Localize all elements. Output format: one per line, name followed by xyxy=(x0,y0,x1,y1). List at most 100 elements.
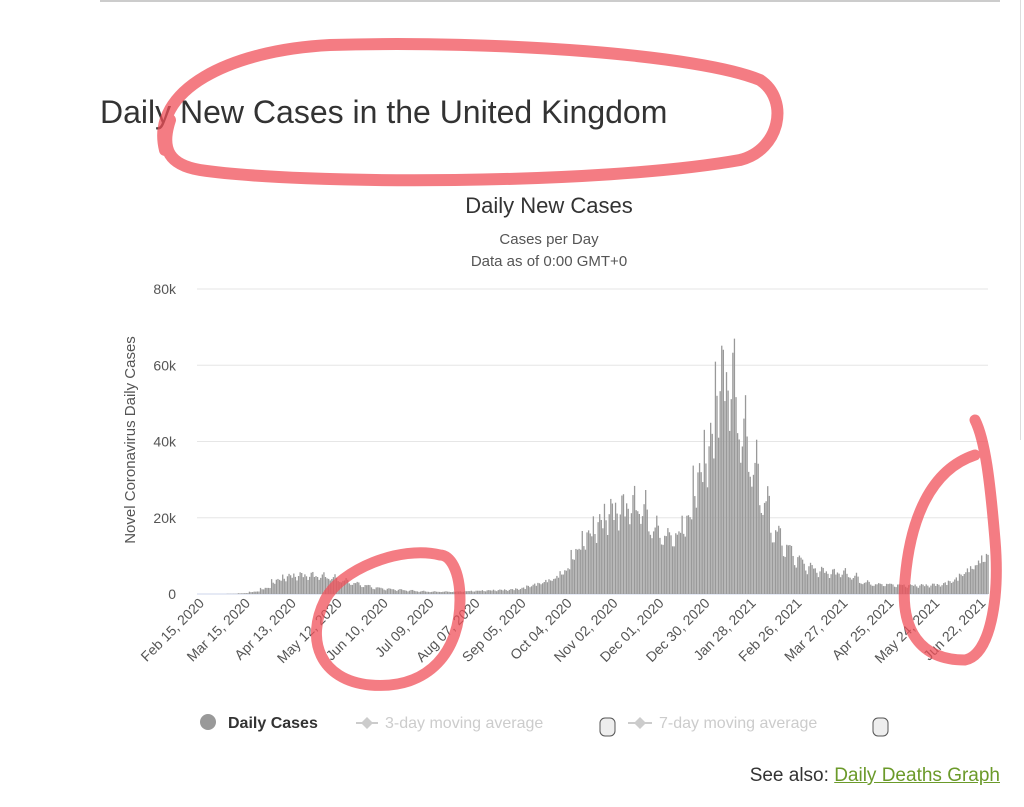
bar xyxy=(681,515,683,594)
annotation-circle-summer xyxy=(311,547,466,691)
bar xyxy=(627,508,629,594)
bar xyxy=(421,590,423,594)
bar xyxy=(608,514,610,594)
legend-checkbox-3-day[interactable] xyxy=(599,717,616,737)
bar xyxy=(510,589,512,594)
bar xyxy=(502,590,504,594)
bar xyxy=(943,583,945,594)
bar xyxy=(893,586,896,594)
bar xyxy=(679,532,682,594)
bar xyxy=(787,545,789,594)
chart-title: Daily New Cases xyxy=(465,193,633,218)
bar xyxy=(855,572,858,594)
bar xyxy=(492,589,495,594)
bar xyxy=(950,582,953,594)
annotation-circle-june-2021 xyxy=(898,414,1002,666)
bar xyxy=(473,591,476,594)
bar xyxy=(396,590,398,594)
bar xyxy=(982,561,984,594)
bar xyxy=(347,579,349,594)
bar xyxy=(356,581,358,594)
legend-item-daily-cases[interactable]: Daily Cases xyxy=(200,714,318,732)
bar xyxy=(684,536,686,594)
bar xyxy=(763,502,766,594)
bar xyxy=(732,352,734,594)
bar xyxy=(846,573,848,594)
bar xyxy=(427,591,430,594)
bar xyxy=(584,549,587,594)
bar xyxy=(803,563,805,594)
bar xyxy=(813,568,815,594)
bar xyxy=(668,532,671,594)
bar xyxy=(282,574,284,594)
legend-item-3-day-average[interactable]: 3-day moving average xyxy=(356,715,543,732)
bar xyxy=(955,577,957,594)
legend-checkbox-7-day[interactable] xyxy=(872,717,889,737)
bar xyxy=(591,536,593,594)
bar xyxy=(446,591,449,594)
bar xyxy=(819,571,821,594)
bar xyxy=(641,516,644,594)
bar xyxy=(909,584,912,594)
bar xyxy=(258,591,260,594)
bar xyxy=(716,395,718,594)
bar xyxy=(553,578,555,594)
bar xyxy=(453,591,455,594)
y-axis-title: Novel Coronavirus Daily Cases xyxy=(122,336,139,544)
bar xyxy=(912,585,915,594)
bar xyxy=(832,569,834,594)
bar xyxy=(305,576,308,594)
y-tick-label: 0 xyxy=(168,586,176,602)
bar xyxy=(775,530,777,594)
bar xyxy=(738,439,740,594)
bar xyxy=(798,555,801,594)
bar xyxy=(248,591,251,594)
bar xyxy=(364,585,366,594)
bar xyxy=(687,515,690,594)
bar xyxy=(801,559,804,594)
bar xyxy=(377,587,379,594)
bar xyxy=(977,560,980,594)
bar xyxy=(748,471,750,594)
bar xyxy=(296,580,298,594)
bar xyxy=(816,572,818,594)
bar xyxy=(389,588,392,594)
bar xyxy=(765,501,767,594)
bar xyxy=(361,587,363,594)
bar xyxy=(697,472,699,594)
daily-deaths-graph-link[interactable]: Daily Deaths Graph xyxy=(834,765,1000,786)
bar xyxy=(440,592,442,594)
bar xyxy=(895,587,897,594)
bar xyxy=(651,538,653,594)
legend-item-7-day-average[interactable]: 7-day moving average xyxy=(628,715,817,732)
bar xyxy=(310,572,312,594)
bar xyxy=(522,587,525,594)
bar xyxy=(941,585,943,594)
bar xyxy=(600,519,602,594)
bar xyxy=(263,589,265,594)
bar xyxy=(733,338,736,594)
bar xyxy=(572,559,574,594)
bar xyxy=(548,579,550,594)
bar xyxy=(755,439,758,594)
bar xyxy=(496,591,498,594)
bar xyxy=(806,574,808,594)
bar xyxy=(939,586,942,594)
bar xyxy=(946,585,948,594)
bar xyxy=(557,577,560,594)
bar xyxy=(652,531,655,594)
bar xyxy=(862,584,864,594)
legend-label: 3-day moving average xyxy=(385,715,543,732)
bar xyxy=(782,556,785,594)
bar xyxy=(670,535,672,594)
bar xyxy=(304,574,306,594)
bar xyxy=(423,590,425,594)
bar xyxy=(402,590,404,594)
bar xyxy=(714,361,717,594)
bar xyxy=(556,575,558,594)
bar xyxy=(736,433,739,594)
bar xyxy=(952,581,954,594)
bar xyxy=(713,458,715,594)
bar xyxy=(968,572,970,594)
bar xyxy=(326,578,328,594)
